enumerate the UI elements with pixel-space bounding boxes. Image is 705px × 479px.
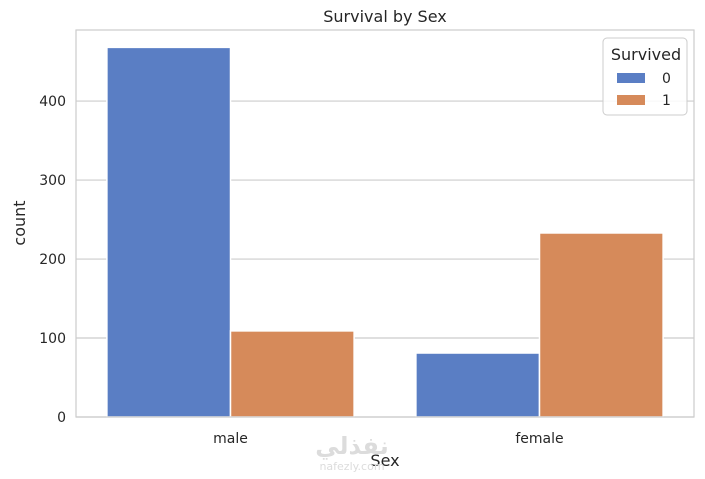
- bar-male-survived-0: [106, 46, 232, 418]
- watermark-arabic: نفذلي: [315, 432, 388, 460]
- y-tick-label-4: 400: [39, 94, 66, 110]
- y-tick-label-3: 300: [39, 173, 66, 189]
- y-tick-label-2: 200: [39, 252, 66, 268]
- legend: Survived 0 1: [602, 37, 688, 116]
- bars: [106, 46, 664, 418]
- x-tick-label-male: male: [213, 431, 248, 447]
- x-tick-label-female: female: [515, 431, 563, 447]
- bar-female-survived-0: [415, 352, 541, 418]
- y-tick-labels: 0 100 200 300 400: [39, 94, 66, 426]
- legend-title: Survived: [611, 45, 681, 64]
- legend-label-0: 0: [662, 71, 671, 87]
- bar-male-survived-1: [229, 330, 355, 418]
- bar-female-survived-1: [538, 232, 664, 418]
- chart-title: Survival by Sex: [323, 7, 447, 26]
- legend-swatch-1: [617, 95, 645, 105]
- x-axis-label: Sex: [370, 451, 399, 470]
- watermark-logo: نفذلي nafezly.com: [315, 432, 388, 473]
- y-tick-label-0: 0: [57, 410, 66, 426]
- watermark-latin: nafezly.com: [319, 460, 384, 473]
- legend-swatch-0: [617, 73, 645, 83]
- y-tick-label-1: 100: [39, 331, 66, 347]
- plot-frame: [75, 29, 695, 418]
- y-axis-label: count: [10, 200, 29, 245]
- x-tick-labels: male female: [213, 431, 564, 447]
- legend-label-1: 1: [662, 93, 671, 109]
